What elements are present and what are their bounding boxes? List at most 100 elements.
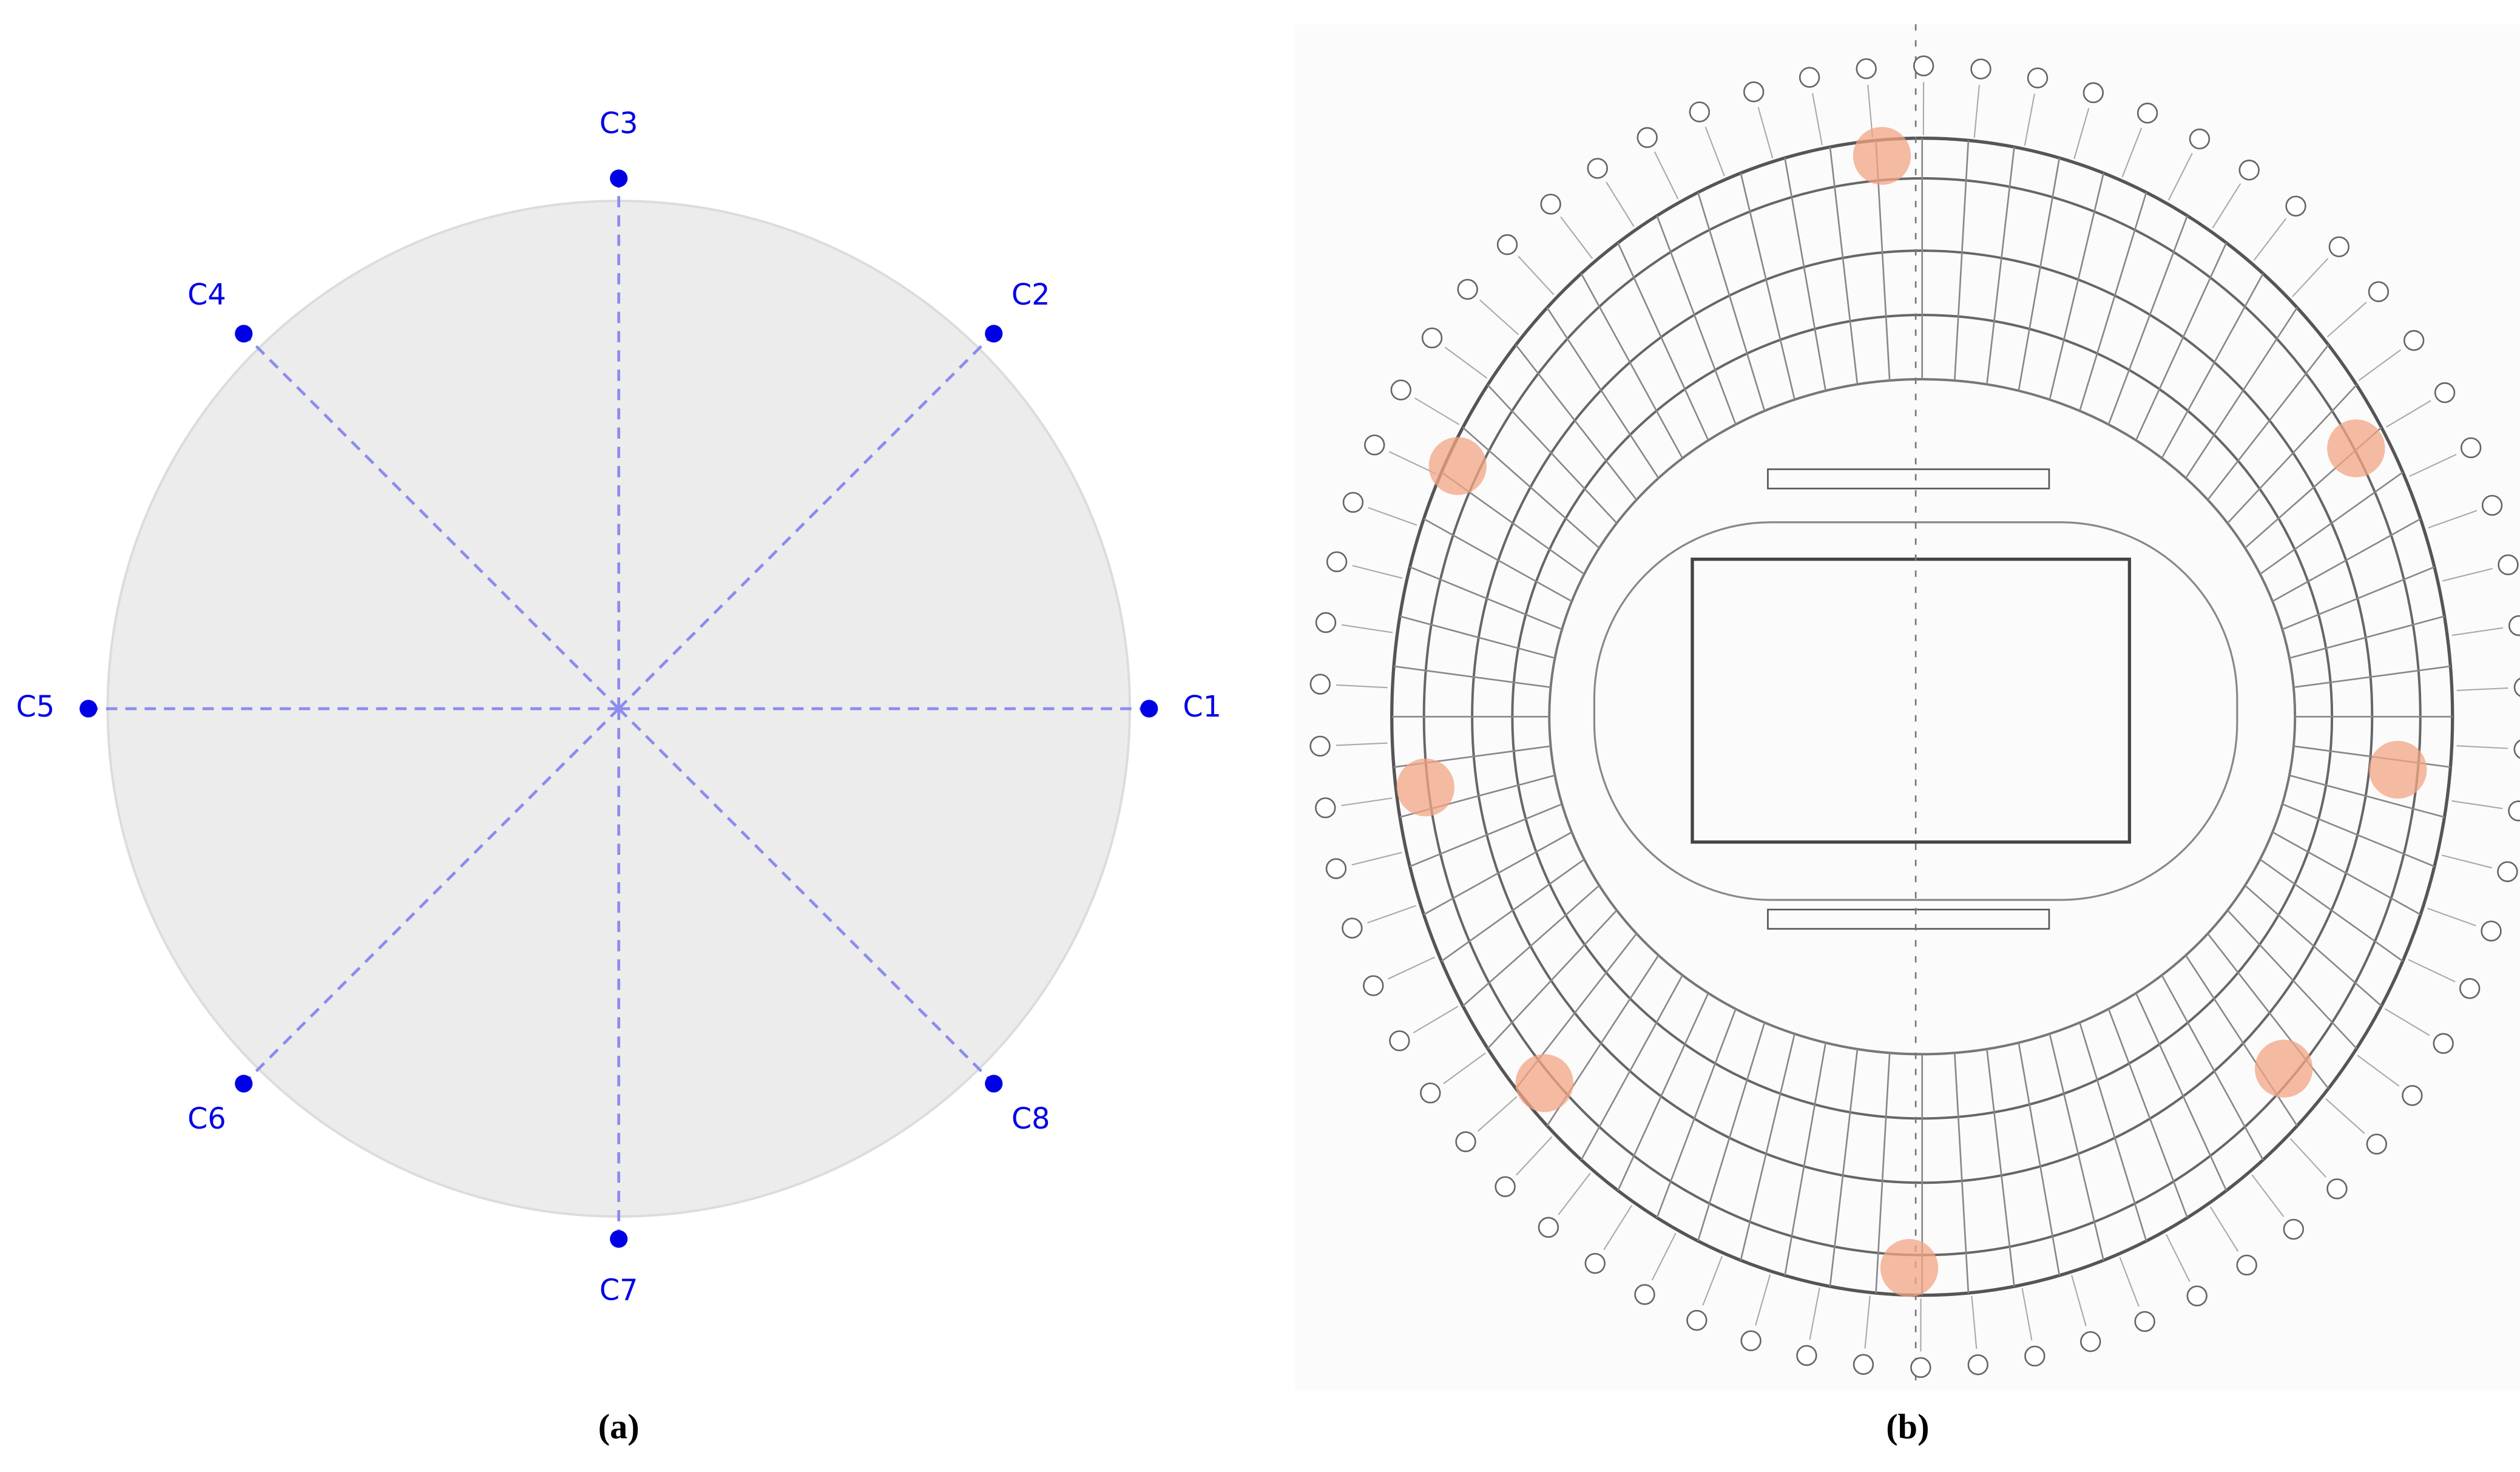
grid-bubble — [2508, 615, 2520, 636]
radial-beam — [2259, 471, 2403, 575]
radial-beam — [2161, 974, 2264, 1161]
grid-bubble — [1796, 1345, 1817, 1366]
grid-bubble — [1540, 194, 1561, 215]
sensor-label: C2 — [1012, 279, 1050, 312]
grid-bubble — [1538, 1217, 1559, 1238]
radial-beam — [1953, 1053, 1970, 1294]
grid-leader — [1341, 797, 1393, 806]
radial-beam — [2049, 172, 2104, 400]
grid-bubble — [1799, 67, 1820, 88]
grid-bubble — [1910, 1357, 1931, 1379]
sensor-label: C1 — [1183, 690, 1221, 724]
grid-leader — [1351, 851, 1402, 866]
grid-bubble — [1421, 327, 1443, 349]
grid-leader — [2292, 258, 2329, 297]
grid-leader — [2167, 153, 2193, 201]
sensor-label: C8 — [1012, 1102, 1050, 1136]
grid-leader — [1755, 1274, 1771, 1326]
grid-leader — [2384, 1008, 2430, 1036]
radial-beam — [2272, 518, 2421, 603]
grid-bubble — [1970, 58, 1991, 79]
radial-beam — [1986, 1048, 2015, 1287]
grid-bubble — [1689, 101, 1711, 123]
grid-leader — [2021, 1288, 2033, 1341]
panel-b — [1295, 24, 2520, 1390]
sensor-marker — [1396, 758, 1454, 817]
grid-leader — [2209, 1206, 2239, 1252]
radial-beam — [1784, 158, 1826, 391]
radial-beam — [1953, 140, 1970, 381]
grid-bubble — [2024, 1345, 2045, 1367]
grid-leader — [1651, 1232, 1677, 1281]
grid-bubble — [1363, 975, 1384, 996]
grid-leader — [1560, 216, 1593, 259]
grid-bubble — [2459, 977, 2481, 999]
grid-bubble — [1634, 1284, 1655, 1305]
grid-bubble — [2283, 1218, 2305, 1240]
grid-leader — [1387, 956, 1436, 980]
grid-leader — [1867, 84, 1874, 138]
grid-leader — [1654, 151, 1679, 200]
radial-beam — [2272, 831, 2421, 916]
radial-beam — [1875, 1053, 1891, 1294]
field — [1691, 558, 2132, 844]
grid-leader — [2325, 1098, 2365, 1134]
radial-beam — [2293, 665, 2451, 689]
grid-leader — [1757, 107, 1774, 158]
radial-beam — [2135, 993, 2228, 1191]
radial-beam — [2227, 910, 2357, 1049]
grid-leader — [1336, 742, 1388, 746]
grid-leader — [2451, 627, 2504, 636]
radial-beam — [2289, 774, 2445, 819]
grid-leader — [2024, 93, 2035, 146]
grid-bubble — [1853, 1354, 1874, 1375]
radial-beam — [2079, 192, 2147, 411]
grid-bubble — [2366, 1133, 2388, 1155]
grid-bubble — [1584, 1252, 1606, 1274]
radial-beam — [1656, 215, 1737, 425]
grid-leader — [1606, 181, 1635, 227]
grid-bubble — [2189, 128, 2211, 150]
sensor-point — [985, 1075, 1003, 1093]
sensor-point — [235, 325, 253, 343]
sensor-marker — [2327, 419, 2385, 478]
grid-bubble — [1856, 58, 1877, 79]
sensor-point — [985, 325, 1003, 343]
radial-beam — [2207, 344, 2329, 501]
radial-beam — [1393, 665, 1551, 689]
stand-bar — [1767, 468, 2050, 490]
grid-leader — [1367, 905, 1416, 924]
grid-bubble — [2238, 160, 2260, 181]
grid-leader — [1477, 1096, 1518, 1132]
sensor-point — [610, 169, 628, 187]
grid-bubble — [2368, 281, 2390, 302]
sensor-label: C5 — [16, 690, 55, 724]
sensor-marker — [2254, 1039, 2313, 1098]
grid-bubble — [1390, 379, 1411, 400]
radial-beam — [2259, 859, 2403, 962]
radial-beam — [2185, 307, 2298, 479]
grid-bubble — [2481, 495, 2503, 516]
grid-bubble — [1315, 797, 1336, 819]
radial-beam — [2282, 803, 2435, 868]
grid-bubble — [2434, 382, 2456, 403]
grid-leader — [1702, 1256, 1723, 1306]
grid-bubble — [2497, 861, 2518, 882]
grid-bubble — [2403, 329, 2425, 351]
grid-bubble — [1740, 1330, 1762, 1351]
radial-beam — [2227, 384, 2357, 524]
grid-leader — [1809, 1288, 1820, 1340]
grid-bubble — [2137, 103, 2158, 124]
grid-bubble — [1342, 491, 1364, 513]
grid-bubble — [2326, 1178, 2348, 1200]
grid-leader — [1603, 1204, 1633, 1251]
radial-beam — [1617, 242, 1709, 441]
grid-bubble — [1309, 674, 1331, 695]
radial-beam — [1487, 384, 1618, 524]
grid-bubble — [2460, 437, 2482, 459]
grid-bubble — [1967, 1354, 1988, 1376]
sensor-marker — [1880, 1238, 1939, 1297]
sensor-label: C4 — [187, 279, 226, 312]
radial-beam — [1462, 885, 1600, 1007]
